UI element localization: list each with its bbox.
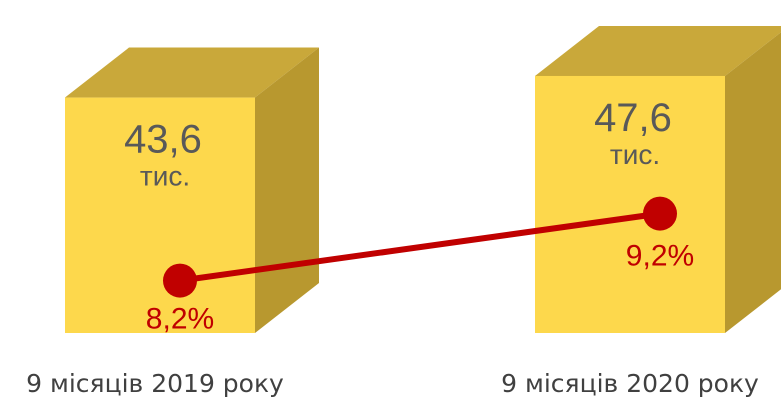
line-point-2: [643, 196, 677, 231]
bar-unit-label-2: тис.: [610, 139, 660, 170]
line-point-label-1: 8,2%: [146, 303, 214, 336]
bar-unit-label-1: тис.: [140, 161, 190, 192]
bar-value-label-2: 47,6: [594, 96, 672, 140]
line-point-1: [163, 263, 197, 298]
bar-top-2: [535, 25, 781, 76]
line-point-label-2: 9,2%: [626, 240, 694, 273]
line-layer: 8,2% 9,2%: [146, 196, 694, 336]
bar-value-label-1: 43,6: [124, 118, 202, 162]
bar-top-1: [65, 47, 319, 98]
category-label-1: 9 місяців 2019 року: [26, 369, 284, 398]
category-label-2: 9 місяців 2020 року: [501, 369, 759, 398]
bar-side-2: [725, 32, 781, 333]
bar-side-1: [255, 47, 319, 334]
category-labels: 9 місяців 2019 року 9 місяців 2020 року: [26, 369, 759, 398]
bar-front-2: [535, 75, 725, 334]
bar-front-1: [65, 97, 255, 333]
series-line: [177, 210, 663, 284]
